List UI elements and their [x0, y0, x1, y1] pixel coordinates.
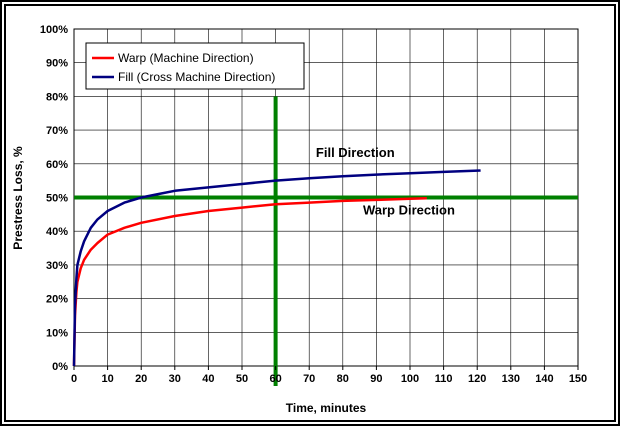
inner-frame	[4, 4, 616, 422]
reference-lines	[74, 96, 578, 386]
y-tick-label: 50%	[46, 193, 68, 205]
series-line-fill	[72, 169, 481, 367]
series-group	[72, 169, 481, 367]
x-tick-label: 140	[535, 373, 553, 385]
y-axis-ticks: 0% 10% 20% 30% 40% 50% 60% 70% 80% 90% 100%	[40, 24, 68, 373]
y-tick-label: 40%	[46, 226, 68, 238]
y-tick-label: 100%	[40, 24, 68, 36]
y-tick-label: 60%	[46, 159, 68, 171]
x-tick-label: 10	[101, 373, 113, 385]
x-tick-label: 40	[202, 373, 214, 385]
annotation-warp-direction: Warp Direction	[363, 202, 455, 217]
x-tick-label: 20	[135, 373, 147, 385]
series-line-warp	[72, 196, 427, 367]
legend: Warp (Machine Direction) Fill (Cross Mac…	[85, 42, 305, 90]
x-tick-label: 30	[169, 373, 181, 385]
y-tick-label: 80%	[46, 91, 68, 103]
legend-box	[85, 42, 305, 90]
x-axis-title: Time, minutes	[286, 401, 367, 415]
x-tick-label: 150	[569, 373, 587, 385]
x-tick-label: 0	[71, 373, 77, 385]
x-tick-label: 100	[401, 373, 419, 385]
annotations: Fill Direction Warp Direction	[316, 145, 455, 217]
y-tick-label: 10%	[46, 327, 68, 339]
x-tick-label: 120	[468, 373, 486, 385]
y-tick-label: 20%	[46, 294, 68, 306]
legend-label-fill: Fill (Cross Machine Direction)	[118, 70, 275, 84]
annotation-fill-direction: Fill Direction	[316, 145, 395, 160]
x-axis-ticks: 0 10 20 30 40 50 60 70 80 90 100 110 120 130 140 150	[71, 366, 587, 385]
y-tick-label: 30%	[46, 260, 68, 272]
x-tick-label: 60	[269, 373, 281, 385]
x-tick-label: 110	[435, 373, 453, 385]
x-tick-label: 70	[303, 373, 315, 385]
x-tick-label: 90	[370, 373, 382, 385]
legend-label-warp: Warp (Machine Direction)	[118, 51, 254, 65]
x-tick-label: 130	[502, 373, 520, 385]
y-axis-title: Prestress Loss, %	[11, 146, 25, 250]
x-tick-label: 80	[337, 373, 349, 385]
x-tick-label: 50	[236, 373, 248, 385]
y-tick-label: 90%	[46, 58, 68, 70]
y-tick-label: 0%	[52, 361, 68, 373]
y-tick-label: 70%	[46, 125, 68, 137]
